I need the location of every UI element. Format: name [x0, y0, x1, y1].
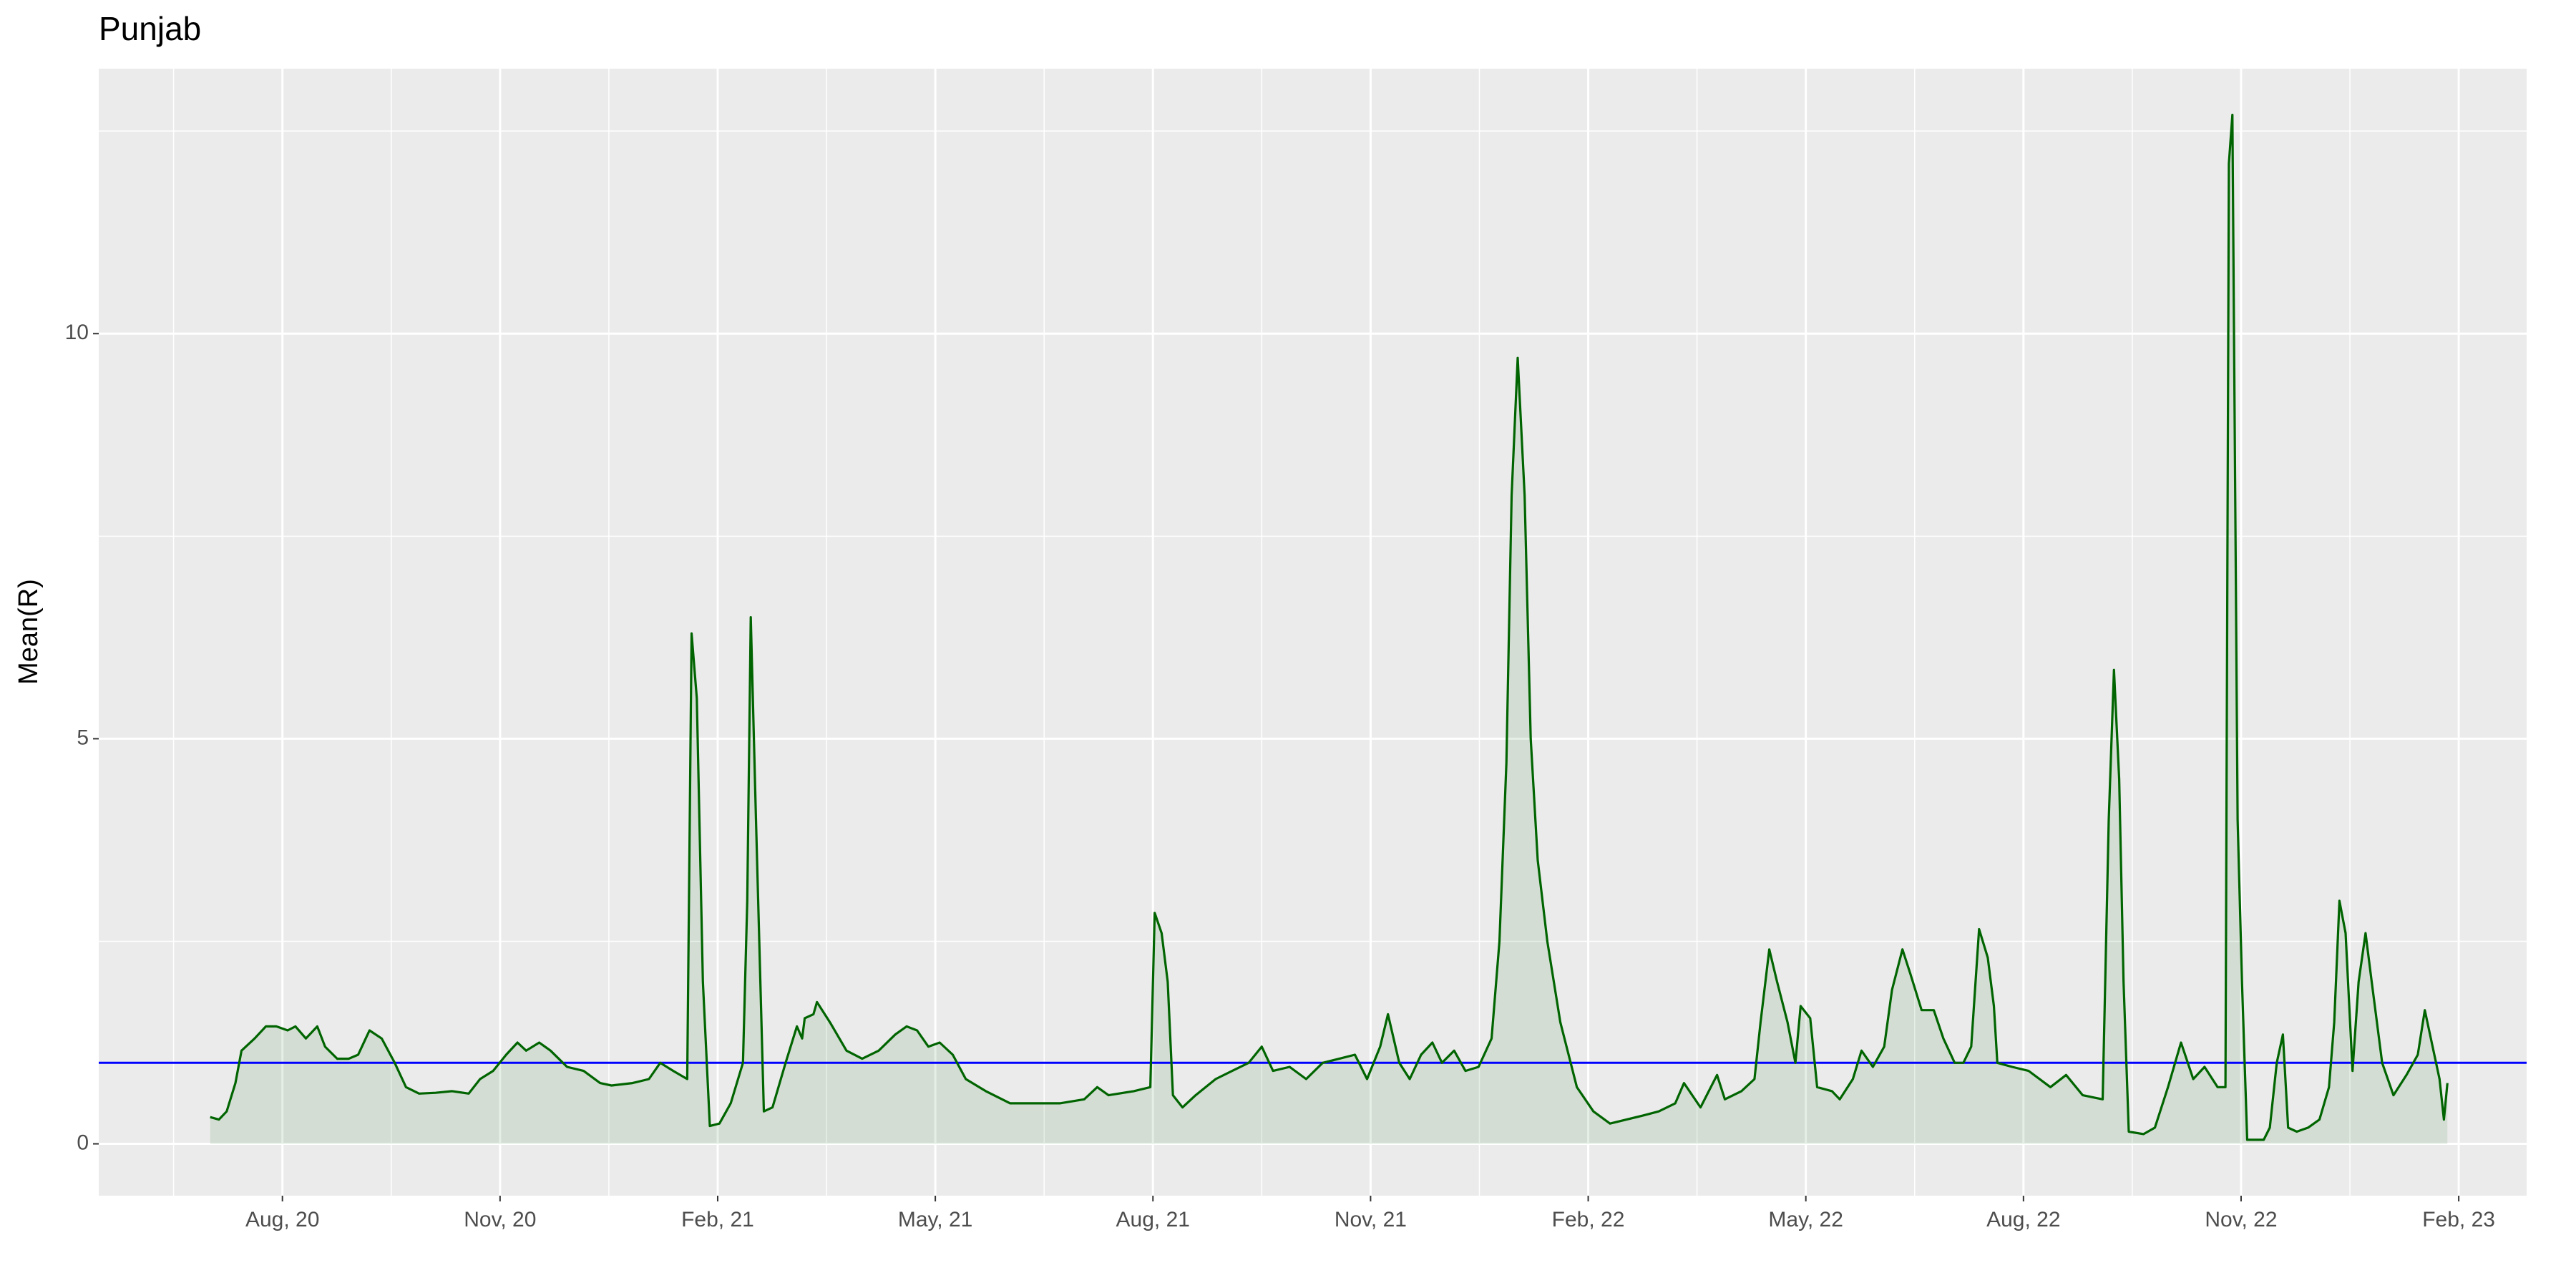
y-tick-label: 0 — [77, 1131, 89, 1154]
chart-title: Punjab — [99, 10, 201, 47]
x-tick-label: Nov, 21 — [1335, 1208, 1407, 1231]
x-tick-label: Aug, 22 — [1986, 1208, 2060, 1231]
x-tick-label: Nov, 20 — [464, 1208, 536, 1231]
x-tick-label: Feb, 21 — [681, 1208, 754, 1231]
y-tick-label: 5 — [77, 726, 89, 749]
x-tick-label: Aug, 20 — [245, 1208, 319, 1231]
panel — [99, 69, 2527, 1196]
x-tick-label: Feb, 22 — [1552, 1208, 1625, 1231]
x-tick-label: Nov, 22 — [2205, 1208, 2277, 1231]
x-tick-label: Feb, 23 — [2422, 1208, 2495, 1231]
x-tick-label: Aug, 21 — [1116, 1208, 1190, 1231]
y-tick-label: 10 — [65, 321, 89, 344]
line — [210, 113, 2449, 1141]
y-axis-label: Mean(R) — [14, 579, 44, 685]
x-tick-label: May, 21 — [898, 1208, 973, 1231]
x-tick-label: May, 22 — [1768, 1208, 1843, 1231]
